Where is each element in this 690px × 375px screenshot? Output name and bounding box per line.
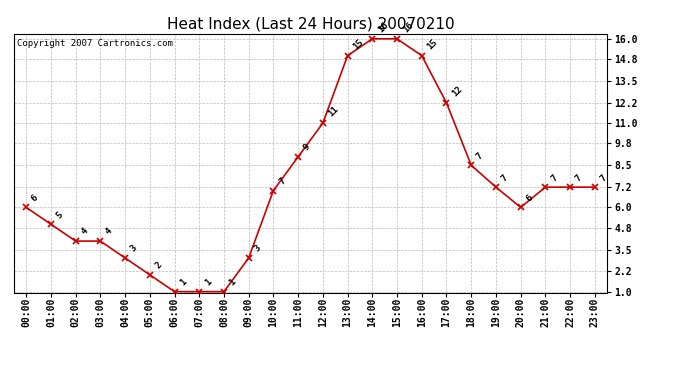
Text: 2: 2 xyxy=(153,260,164,271)
Text: 9: 9 xyxy=(302,142,312,153)
Text: 6: 6 xyxy=(524,193,535,203)
Text: 7: 7 xyxy=(549,173,560,183)
Text: 15: 15 xyxy=(426,38,440,51)
Text: 7: 7 xyxy=(598,173,609,183)
Text: 5: 5 xyxy=(55,210,65,220)
Text: Copyright 2007 Cartronics.com: Copyright 2007 Cartronics.com xyxy=(17,39,172,48)
Text: 12: 12 xyxy=(450,85,464,99)
Text: 3: 3 xyxy=(253,244,263,254)
Text: 7: 7 xyxy=(475,151,485,161)
Text: 7: 7 xyxy=(277,176,287,186)
Text: 1: 1 xyxy=(178,277,188,288)
Text: 16: 16 xyxy=(401,21,415,34)
Text: 4: 4 xyxy=(79,227,90,237)
Text: 4: 4 xyxy=(104,227,115,237)
Text: 6: 6 xyxy=(30,193,40,203)
Text: 1: 1 xyxy=(203,277,213,288)
Text: 1: 1 xyxy=(228,277,238,288)
Text: 16: 16 xyxy=(376,21,390,34)
Text: 7: 7 xyxy=(500,173,510,183)
Title: Heat Index (Last 24 Hours) 20070210: Heat Index (Last 24 Hours) 20070210 xyxy=(167,16,454,31)
Text: 3: 3 xyxy=(129,244,139,254)
Text: 15: 15 xyxy=(351,38,365,51)
Text: 7: 7 xyxy=(574,173,584,183)
Text: 11: 11 xyxy=(326,105,341,119)
